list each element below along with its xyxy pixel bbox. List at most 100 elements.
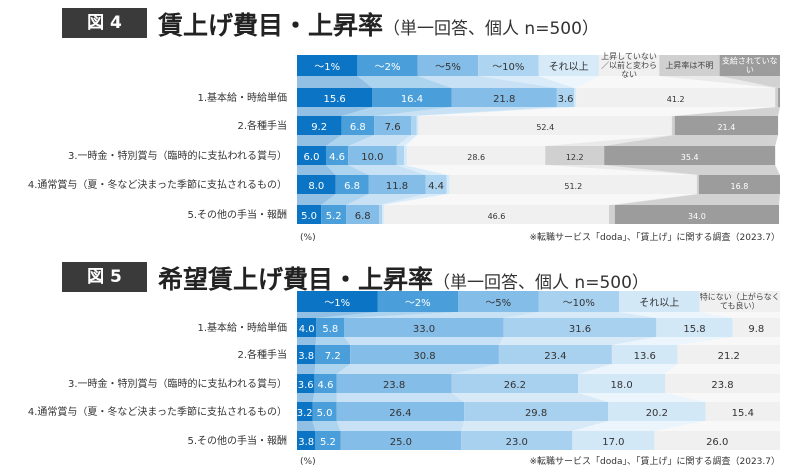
fig4-legend-label: ない — [621, 70, 637, 79]
fig5-connector-1-4 — [578, 364, 678, 374]
fig4-bar-segment — [574, 88, 577, 107]
fig5-bar-segment — [677, 345, 780, 364]
figure5-badge: 図 5 — [62, 262, 147, 292]
figure5-title-text: 希望賃上げ費目・上昇率 — [158, 265, 434, 294]
fig4-bar-segment — [379, 205, 383, 224]
fig4-connector-0-5 — [418, 107, 776, 116]
fig4-legend-connector-6 — [659, 76, 779, 88]
fig5-bar-segment — [451, 374, 579, 393]
fig4-data-label: 21.8 — [493, 94, 515, 105]
fig4-bar-segment — [545, 146, 605, 165]
fig4-connector-2-2 — [348, 165, 426, 175]
fig4-connector-3-2 — [346, 194, 426, 205]
fig5-bar-segment — [665, 374, 780, 393]
fig5-bar-segment — [312, 402, 337, 421]
fig4-connector-3-4 — [382, 194, 450, 205]
fig4-bar-segment — [325, 146, 349, 165]
fig5-connector-1-2 — [336, 364, 499, 374]
fig5-connector-2-5 — [665, 393, 780, 402]
fig4-data-label: 28.6 — [467, 153, 485, 162]
fig4-category-label: 4.通常賞与（夏・冬など決まった季節に支払されるもの） — [28, 178, 287, 191]
fig4-bar-segment — [374, 116, 411, 135]
fig5-bar-segment — [316, 318, 345, 337]
fig4-legend-swatch — [719, 55, 780, 76]
fig5-data-label: 29.8 — [525, 408, 547, 419]
fig4-legend-connector-3 — [478, 76, 575, 88]
fig4-data-label: 6.8 — [355, 211, 371, 222]
fig5-bar-segment — [705, 402, 780, 421]
fig5-legend-connector-5 — [699, 312, 780, 318]
fig5-bar-segment — [340, 431, 462, 450]
fig4-legend-connector-0 — [297, 76, 373, 88]
fig5-legend-label: 特にない（上がらなく — [700, 292, 780, 302]
fig4-bar-segment — [348, 146, 397, 165]
fig4-category-label: 1.基本給・時給単価 — [197, 91, 287, 104]
fig4-bar-segment — [449, 175, 697, 194]
fig4-data-label: 7.6 — [385, 122, 401, 133]
fig5-data-label: 23.8 — [383, 380, 405, 391]
fig5-data-label: 33.0 — [413, 324, 435, 335]
fig4-legend-label: ～10% — [492, 62, 524, 73]
fig5-data-label: 5.0 — [317, 408, 333, 419]
fig5-bar-segment — [297, 318, 317, 337]
fig4-bar-segment — [407, 146, 546, 165]
fig4-bar-segment — [368, 175, 426, 194]
fig5-connector-3-0 — [297, 421, 316, 431]
fig4-connector-1-5 — [407, 135, 672, 146]
fig5-connector-1-0 — [297, 364, 316, 374]
fig4-legend-connector-7 — [719, 76, 780, 88]
fig4-connector-2-0 — [297, 165, 336, 175]
fig5-legend-label: ～2% — [405, 298, 431, 309]
fig5-bar-segment — [297, 374, 315, 393]
fig5-legend-label: それ以上 — [639, 297, 679, 309]
fig4-legend-label: 支給されていな — [722, 56, 778, 66]
fig4-bar-segment — [671, 116, 675, 135]
fig4-bar-segment — [778, 88, 780, 107]
fig4-connector-2-7 — [604, 165, 780, 175]
fig5-connector-1-5 — [665, 364, 780, 374]
fig5-data-label: 15.4 — [732, 408, 754, 419]
fig4-data-label: 41.2 — [667, 95, 685, 104]
fig4-bar-segment — [396, 146, 405, 165]
fig4-connector-3-0 — [297, 194, 336, 205]
fig5-data-label: 5.2 — [320, 437, 336, 448]
fig5-source-note: ※転職サービス「doda」、「賃上げ」に関する調査（2023.7） — [530, 455, 780, 467]
fig4-legend-connector-4 — [538, 76, 599, 88]
fig5-connector-2-4 — [578, 393, 706, 402]
fig5-connector-2-0 — [297, 393, 315, 402]
fig4-bar-segment — [297, 116, 342, 135]
fig4-bar-segment — [297, 88, 373, 107]
fig5-data-label: 3.8 — [298, 351, 314, 362]
fig5-bar-segment — [464, 402, 609, 421]
fig5-connector-2-2 — [336, 393, 465, 402]
fig5-connector-1-3 — [451, 364, 612, 374]
fig4-bar-segment — [416, 116, 419, 135]
fig5-data-label: 15.8 — [683, 324, 705, 335]
fig5-unit-note: (%) — [300, 457, 316, 467]
fig5-data-label: 17.0 — [602, 437, 624, 448]
fig5-bar-segment — [498, 345, 612, 364]
fig4-bar-segment — [346, 205, 380, 224]
fig5-connector-0-3 — [498, 337, 657, 345]
fig5-legend-connector-0 — [297, 312, 378, 318]
fig5-legend-swatch — [619, 291, 700, 312]
fig4-data-label: 35.4 — [681, 153, 699, 162]
fig5-legend-swatch — [538, 291, 619, 312]
fig4-legend-label: 上昇していない — [601, 52, 657, 61]
fig4-connector-1-0 — [297, 135, 342, 146]
fig4-bar-segment — [775, 88, 779, 107]
fig4-bar-segment — [383, 205, 610, 224]
fig5-bar-segment — [654, 431, 780, 450]
fig5-bar-segment — [611, 345, 678, 364]
fig4-data-label: 10.0 — [361, 152, 383, 163]
figure4-title: 賃上げ費目・上昇率（単一回答、個人 n=500） — [158, 6, 599, 42]
figure5-subtitle: （単一回答、個人 n=500） — [433, 273, 649, 293]
fig5-legend-label: ～5% — [485, 298, 511, 309]
fig4-data-label: 15.6 — [324, 94, 346, 105]
fig4-bar-segment — [404, 146, 408, 165]
fig5-data-label: 7.2 — [325, 351, 341, 362]
fig5-bar-segment — [572, 431, 655, 450]
fig5-legend-swatch — [377, 291, 458, 312]
fig5-bar-segment — [732, 318, 780, 337]
fig5-data-label: 4.0 — [299, 324, 315, 335]
